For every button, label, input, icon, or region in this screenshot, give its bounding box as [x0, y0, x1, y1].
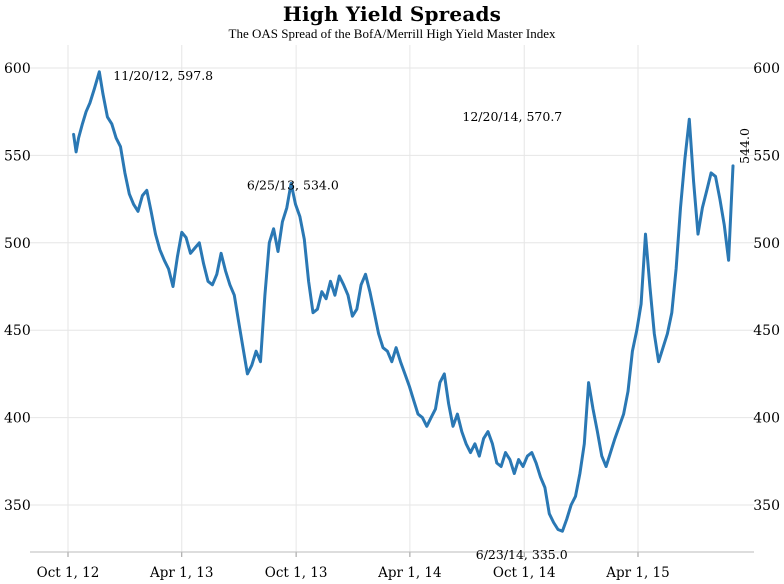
chart-title: High Yield Spreads: [282, 2, 502, 26]
y-tick-label-left: 500: [4, 236, 31, 252]
annotation-label-last-value: 544.0: [737, 128, 752, 164]
annotation-label: 11/20/12, 597.8: [113, 68, 213, 83]
y-tick-label-right: 600: [753, 61, 780, 77]
x-tick-label: Oct 1, 13: [265, 565, 328, 581]
y-tick-label-left: 350: [4, 498, 31, 514]
x-tick-label: Oct 1, 14: [493, 565, 556, 581]
y-tick-label-right: 550: [753, 148, 780, 164]
annotation-label: 12/20/14, 570.7: [462, 109, 562, 124]
y-tick-label-left: 600: [4, 61, 31, 77]
y-tick-label-left: 400: [4, 411, 31, 427]
annotation-label: 6/23/14, 335.0: [476, 547, 568, 562]
y-tick-label-left: 450: [4, 323, 31, 339]
x-tick-label: Apr 1, 15: [605, 565, 670, 581]
x-tick-label: Oct 1, 12: [37, 565, 100, 581]
y-tick-label-right: 500: [753, 236, 780, 252]
y-tick-label-right: 450: [753, 323, 780, 339]
series-line: [72, 70, 735, 533]
y-tick-label-right: 350: [753, 498, 780, 514]
y-tick-label-right: 400: [753, 411, 780, 427]
annotation-label: 6/25/13, 534.0: [247, 177, 339, 192]
chart-subtitle: The OAS Spread of the BofA/Merrill High …: [228, 26, 556, 41]
y-tick-label-left: 550: [4, 148, 31, 164]
x-tick-label: Apr 1, 13: [149, 565, 214, 581]
x-tick-label: Apr 1, 14: [377, 565, 442, 581]
